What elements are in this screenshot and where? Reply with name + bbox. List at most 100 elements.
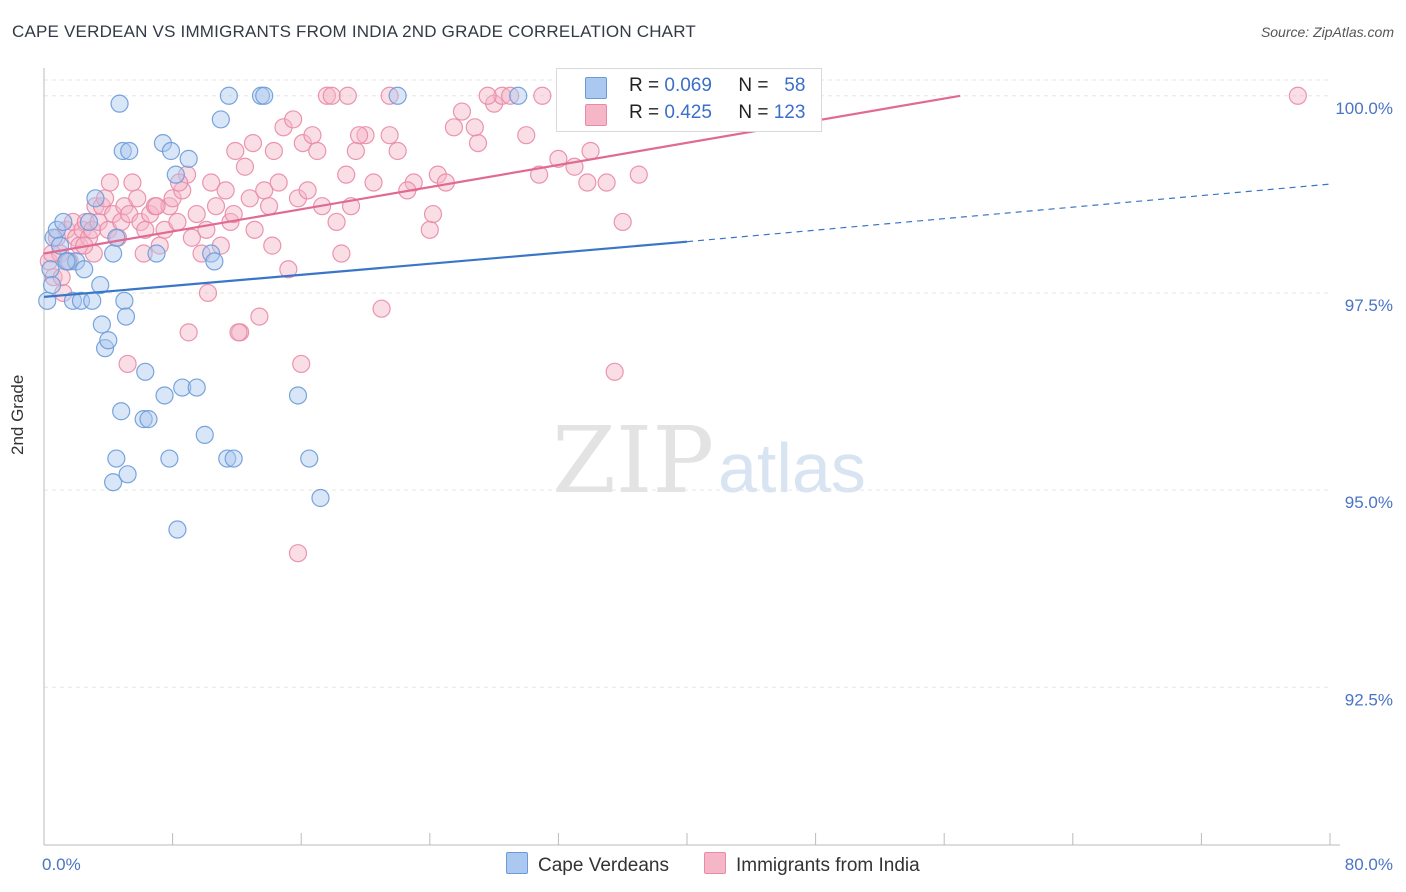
- cape-verdean-point: [195, 425, 214, 444]
- india-point: [372, 299, 391, 318]
- cape-verdean-trend-line: [43, 240, 688, 298]
- india-point: [613, 212, 632, 232]
- india-point: [298, 181, 317, 200]
- legend-swatch-blue: [585, 77, 607, 99]
- watermark-atlas: atlas: [718, 429, 866, 507]
- cape-verdean-trend-extension: [686, 183, 1331, 243]
- y-tick-label: 92.5%: [1345, 690, 1393, 709]
- india-point: [264, 141, 283, 161]
- india-point: [578, 173, 597, 192]
- india-point: [380, 126, 399, 145]
- india-point: [605, 362, 624, 381]
- india-point: [123, 173, 142, 192]
- x-tick-label: 80.0%: [1345, 855, 1393, 874]
- india-point: [530, 165, 549, 184]
- x-tick-label: 0.0%: [42, 855, 81, 874]
- cape-verdean-point: [113, 141, 132, 161]
- india-point: [100, 173, 120, 192]
- india-point: [356, 126, 375, 145]
- india-point: [243, 133, 263, 153]
- india-point: [581, 141, 600, 161]
- cape-verdean-point: [509, 86, 528, 105]
- cape-verdean-point: [134, 410, 153, 429]
- legend-r-value: 0.069: [664, 75, 712, 96]
- india-point: [317, 86, 337, 105]
- legend-swatch-pink: [585, 104, 607, 126]
- cape-verdean-point: [79, 212, 99, 232]
- cape-verdean-point: [57, 252, 76, 271]
- cape-verdean-point: [104, 244, 123, 263]
- stats-legend: R = 0.069 N = 58 R = 0.425 N = 123: [556, 68, 822, 132]
- cape-verdean-point: [120, 141, 139, 161]
- source-label: Source: ZipAtlas.com: [1260, 24, 1394, 40]
- india-point: [224, 204, 243, 224]
- india-point: [147, 197, 166, 216]
- cape-verdean-point: [116, 307, 136, 326]
- cape-verdean-point: [161, 141, 181, 161]
- legend-label: Immigrants from India: [736, 855, 920, 876]
- legend-n-value: 123: [773, 102, 806, 123]
- legend-label: Cape Verdeans: [538, 855, 669, 876]
- india-point: [346, 141, 365, 161]
- india-point: [245, 220, 264, 239]
- india-point: [288, 544, 308, 563]
- cape-verdean-point: [205, 252, 224, 271]
- cape-verdean-point: [155, 386, 174, 405]
- cape-verdean-point: [311, 488, 330, 508]
- tick-labels: 92.5% 95.0% 97.5% 100.0% 0.0% 80.0%: [42, 99, 1393, 874]
- legend-swatch-blue: [506, 852, 528, 874]
- india-point: [517, 126, 536, 145]
- india-point: [452, 102, 472, 121]
- india-point: [327, 212, 346, 232]
- axes: [43, 68, 1340, 846]
- y-tick-label: 97.5%: [1345, 296, 1393, 315]
- india-point: [250, 307, 269, 326]
- india-point: [364, 173, 383, 192]
- india-point: [168, 212, 187, 232]
- legend-r-value: 0.425: [664, 102, 712, 123]
- legend-item-india: Immigrants from India: [704, 852, 920, 877]
- watermark-zip: ZIP: [552, 407, 714, 514]
- cape-verdean-point: [136, 362, 155, 381]
- cape-verdean-point: [41, 260, 60, 279]
- india-point: [478, 86, 497, 105]
- cape-verdean-point: [187, 378, 206, 397]
- cape-verdean-point: [83, 291, 102, 310]
- india-point: [388, 141, 407, 161]
- cape-verdean-point: [107, 228, 126, 247]
- cape-verdean-point: [388, 86, 407, 105]
- india-point: [187, 204, 206, 224]
- india-point: [423, 204, 443, 224]
- india-point: [202, 173, 221, 192]
- india-point: [332, 244, 351, 263]
- cape-verdean-point: [38, 291, 57, 310]
- cape-verdean-point: [107, 449, 126, 468]
- y-tick-label: 100.0%: [1335, 99, 1393, 118]
- y-tick-label: 95.0%: [1345, 493, 1393, 512]
- cape-verdean-point: [173, 378, 192, 397]
- india-point: [322, 86, 341, 105]
- cape-verdean-point: [211, 110, 230, 129]
- cape-verdean-point: [92, 315, 111, 334]
- india-point: [465, 118, 484, 137]
- legend-n-value: 58: [784, 75, 806, 96]
- cape-verdean-point: [168, 520, 187, 539]
- cape-verdean-point: [179, 149, 198, 168]
- india-point: [226, 141, 245, 161]
- india-point: [134, 244, 153, 263]
- india-point: [444, 118, 464, 137]
- cape-verdean-point: [91, 275, 110, 295]
- india-point: [259, 197, 279, 216]
- cape-verdean-point: [288, 386, 308, 405]
- cape-verdean-point: [104, 473, 123, 492]
- india-point: [338, 86, 357, 105]
- india-point: [279, 260, 298, 279]
- cape-verdean-point: [118, 465, 137, 484]
- india-point: [128, 189, 147, 208]
- cape-verdean-point: [255, 86, 274, 105]
- india-point: [337, 165, 356, 184]
- india-point: [235, 157, 255, 176]
- india-point: [292, 354, 311, 374]
- india-point: [240, 189, 259, 208]
